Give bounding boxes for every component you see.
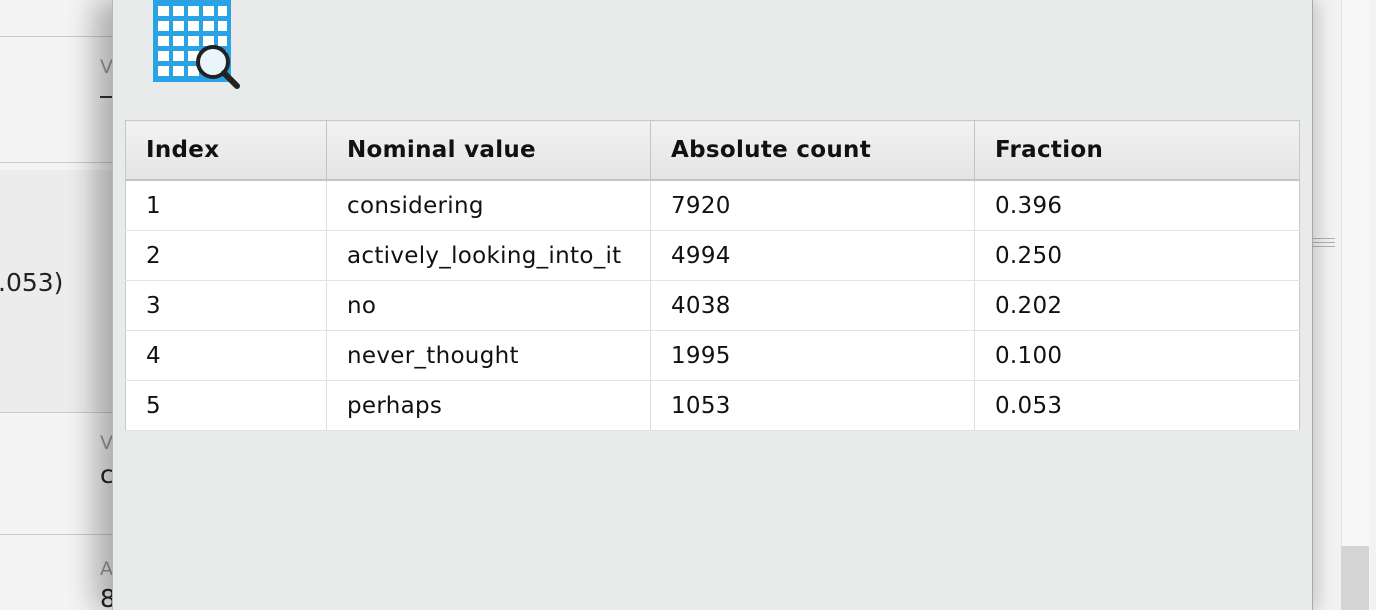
value-frequency-table: Index Nominal value Absolute count Fract… [125, 120, 1300, 431]
background-divider [0, 162, 112, 163]
background-faint-label: A [100, 558, 112, 580]
background-partial-text: c [100, 460, 112, 489]
background-divider [0, 412, 112, 413]
background-partial-text: 8 [100, 584, 112, 610]
column-header-index[interactable]: Index [125, 120, 327, 181]
cell-nominal-value: never_thought [326, 330, 651, 381]
cell-index: 3 [125, 280, 327, 331]
background-left-panel: V .053) V c A 8 [0, 0, 112, 610]
cell-nominal-value: perhaps [326, 380, 651, 431]
column-header-nominal-value[interactable]: Nominal value [326, 120, 651, 181]
cell-fraction: 0.396 [974, 180, 1300, 231]
cell-absolute-count: 4994 [650, 230, 975, 281]
resize-grip-icon[interactable] [1313, 238, 1335, 252]
cell-index: 5 [125, 380, 327, 431]
table-row[interactable]: 4 never_thought 1995 0.100 [125, 330, 1300, 381]
cell-fraction: 0.100 [974, 330, 1300, 381]
table-magnifier-icon [153, 0, 240, 89]
cell-index: 1 [125, 180, 327, 231]
background-divider [0, 36, 112, 37]
table-header-row: Index Nominal value Absolute count Fract… [125, 120, 1300, 181]
background-faint-label: V [100, 56, 112, 78]
cell-absolute-count: 1995 [650, 330, 975, 381]
column-header-absolute-count[interactable]: Absolute count [650, 120, 975, 181]
cell-absolute-count: 1053 [650, 380, 975, 431]
cell-fraction: 0.202 [974, 280, 1300, 331]
table-row[interactable]: 1 considering 7920 0.396 [125, 180, 1300, 231]
background-cell [0, 170, 112, 412]
cell-absolute-count: 7920 [650, 180, 975, 231]
cell-nominal-value: no [326, 280, 651, 331]
table-row[interactable]: 5 perhaps 1053 0.053 [125, 380, 1300, 431]
background-value-text: .053) [0, 268, 64, 297]
cell-nominal-value: actively_looking_into_it [326, 230, 651, 281]
background-divider [0, 534, 112, 535]
scrollbar-thumb[interactable] [1341, 546, 1369, 610]
table-row[interactable]: 2 actively_looking_into_it 4994 0.250 [125, 230, 1300, 281]
column-header-fraction[interactable]: Fraction [974, 120, 1300, 181]
table-row[interactable]: 3 no 4038 0.202 [125, 280, 1300, 331]
cell-index: 4 [125, 330, 327, 381]
background-dash [100, 96, 112, 98]
cell-absolute-count: 4038 [650, 280, 975, 331]
background-faint-label: V [100, 432, 112, 454]
scrollbar-track[interactable] [1341, 0, 1370, 610]
cell-fraction: 0.053 [974, 380, 1300, 431]
cell-fraction: 0.250 [974, 230, 1300, 281]
cell-nominal-value: considering [326, 180, 651, 231]
statistics-dialog: Index Nominal value Absolute count Fract… [112, 0, 1313, 610]
cell-index: 2 [125, 230, 327, 281]
